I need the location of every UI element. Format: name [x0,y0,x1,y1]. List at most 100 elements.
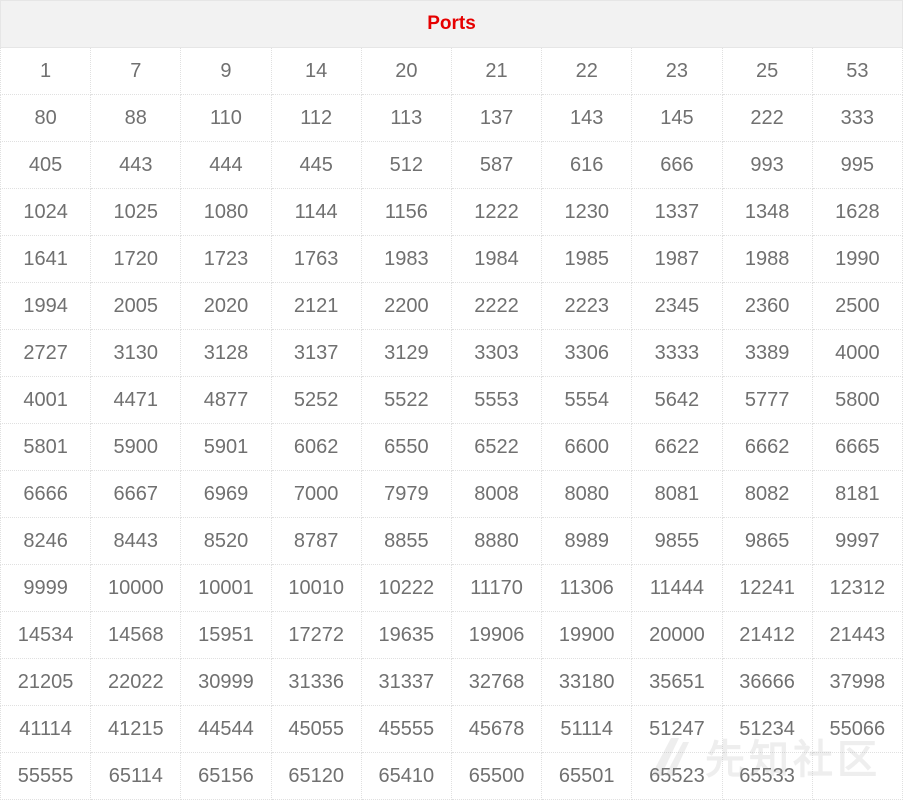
port-cell: 2200 [360,282,452,330]
port-cell: 1723 [180,235,272,283]
port-cell: 405 [0,141,92,189]
port-cell: 80 [0,94,92,142]
port-cell: 2020 [180,282,272,330]
port-cell: 8181 [811,470,903,518]
table-row: 4001 4471 4877 5252 5522 5553 5554 5642 5777 5800 [0,376,903,424]
port-cell: 19900 [541,611,633,659]
port-cell: 23 [631,47,723,95]
port-cell [811,752,903,800]
port-cell: 5901 [180,423,272,471]
port-cell: 55555 [0,752,92,800]
port-cell: 2500 [811,282,903,330]
port-cell: 3130 [90,329,182,377]
port-cell: 2005 [90,282,182,330]
table-row: 1 7 9 14 20 21 22 23 25 53 [0,47,903,95]
port-cell: 6665 [811,423,903,471]
port-cell: 45555 [360,705,452,753]
port-cell: 6662 [721,423,813,471]
port-cell: 65500 [450,752,543,800]
port-cell: 8787 [270,517,362,565]
port-cell: 2345 [631,282,723,330]
port-cell: 6969 [180,470,272,518]
port-cell: 8855 [360,517,452,565]
port-cell: 1628 [811,188,903,236]
port-cell: 5777 [721,376,813,424]
port-cell: 10000 [90,564,182,612]
port-cell: 10010 [270,564,362,612]
port-cell: 44544 [180,705,272,753]
port-cell: 1988 [721,235,813,283]
port-cell: 11444 [631,564,723,612]
port-cell: 1222 [450,188,543,236]
table-row: 405 443 444 445 512 587 616 666 993 995 [0,141,903,189]
port-cell: 21 [450,47,543,95]
port-cell: 31336 [270,658,362,706]
table-row: 2727 3130 3128 3137 3129 3303 3306 3333 3389 4000 [0,329,903,377]
port-cell: 995 [811,141,903,189]
port-cell: 1994 [0,282,92,330]
port-cell: 6550 [360,423,452,471]
port-cell: 3129 [360,329,452,377]
port-cell: 5642 [631,376,723,424]
port-cell: 21205 [0,658,92,706]
port-cell: 41114 [0,705,92,753]
port-cell: 2222 [450,282,543,330]
port-cell: 31337 [360,658,452,706]
port-cell: 35651 [631,658,723,706]
table-row: 6666 6667 6969 7000 7979 8008 8080 8081 8082 8181 [0,470,903,518]
port-cell: 1720 [90,235,182,283]
port-cell: 2360 [721,282,813,330]
port-cell: 8082 [721,470,813,518]
port-cell: 4001 [0,376,92,424]
port-cell: 65114 [90,752,182,800]
port-cell: 8989 [541,517,633,565]
port-cell: 15951 [180,611,272,659]
table-row: 55555 65114 65156 65120 65410 65500 65501 65523… [0,752,903,800]
port-cell: 3128 [180,329,272,377]
port-cell: 33180 [541,658,633,706]
port-cell: 55066 [811,705,903,753]
port-cell: 8081 [631,470,723,518]
port-cell: 45678 [450,705,543,753]
port-cell: 143 [541,94,633,142]
port-cell: 8080 [541,470,633,518]
ports-table-body: 1 7 9 14 20 21 22 23 25 53 80 88 110 112 113 137 143 145 2… [0,47,903,800]
port-cell: 1987 [631,235,723,283]
ports-header-row: Ports [0,0,903,48]
port-cell: 37998 [811,658,903,706]
port-cell: 616 [541,141,633,189]
port-cell: 2223 [541,282,633,330]
port-cell: 2727 [0,329,92,377]
port-cell: 65523 [631,752,723,800]
port-cell: 65533 [721,752,813,800]
port-cell: 3333 [631,329,723,377]
port-cell: 445 [270,141,362,189]
port-cell: 5900 [90,423,182,471]
port-cell: 1984 [450,235,543,283]
port-cell: 5800 [811,376,903,424]
port-cell: 5553 [450,376,543,424]
port-cell: 12312 [811,564,903,612]
port-cell: 8246 [0,517,92,565]
port-cell: 9999 [0,564,92,612]
table-row: 1641 1720 1723 1763 1983 1984 1985 1987 1988 1990 [0,235,903,283]
port-cell: 36666 [721,658,813,706]
port-cell: 443 [90,141,182,189]
port-cell: 65120 [270,752,362,800]
port-cell: 25 [721,47,813,95]
port-cell: 587 [450,141,543,189]
port-cell: 88 [90,94,182,142]
port-cell: 1025 [90,188,182,236]
table-row: 80 88 110 112 113 137 143 145 222 333 [0,94,903,142]
port-cell: 7 [90,47,182,95]
table-row: 21205 22022 30999 31336 31337 32768 33180 35651… [0,658,903,706]
port-cell: 8443 [90,517,182,565]
port-cell: 7979 [360,470,452,518]
port-cell: 1348 [721,188,813,236]
port-cell: 21412 [721,611,813,659]
port-cell: 12241 [721,564,813,612]
port-cell: 1 [0,47,92,95]
port-cell: 14 [270,47,362,95]
ports-header: Ports [0,0,903,48]
port-cell: 6600 [541,423,633,471]
